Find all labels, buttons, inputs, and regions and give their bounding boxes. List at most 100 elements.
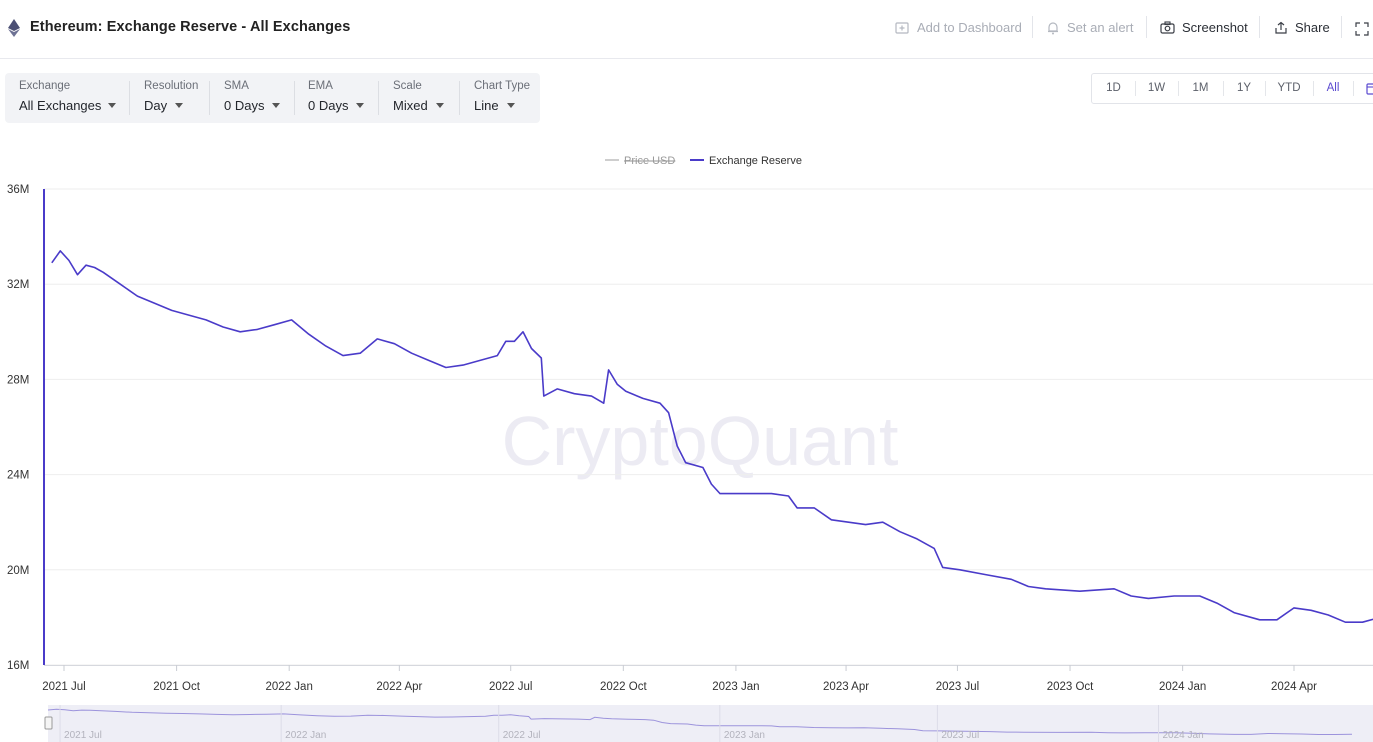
chevron-down-icon: [356, 103, 364, 108]
set-alert-label: Set an alert: [1067, 20, 1134, 35]
y-tick-label: 28M: [7, 374, 29, 386]
header-divider: [1259, 16, 1260, 38]
x-tick-label: 2022 Oct: [600, 681, 647, 693]
page-title: Ethereum: Exchange Reserve - All Exchang…: [30, 19, 351, 35]
x-tick-label: 2023 Apr: [823, 681, 869, 693]
sma-value: 0 Days: [224, 98, 265, 113]
y-tick-label: 16M: [7, 660, 29, 672]
chart-watermark: CryptoQuant: [502, 402, 899, 480]
control-divider: [378, 81, 379, 115]
x-tick-label: 2022 Jan: [266, 681, 313, 693]
chevron-down-icon: [175, 103, 183, 108]
range-ytd-button[interactable]: YTD: [1277, 82, 1301, 94]
x-tick-label: 2021 Jul: [42, 681, 85, 693]
range-divider: [1135, 81, 1136, 96]
chart-type-select[interactable]: Chart Type Line: [474, 73, 538, 123]
chevron-down-icon: [272, 103, 280, 108]
exchange-select[interactable]: Exchange All Exchanges: [19, 73, 127, 123]
navigator-tick-label: 2024 Jan: [1163, 730, 1204, 741]
navigator-tick-label: 2021 Jul: [64, 730, 102, 741]
legend-item-exchange-reserve: Exchange Reserve: [690, 155, 802, 167]
chevron-down-icon: [108, 103, 116, 108]
x-tick-label: 2023 Jan: [712, 681, 759, 693]
x-tick-label: 2023 Jul: [936, 681, 979, 693]
axes: 36M 32M 28M 24M 20M 16M 2021 Jul 2021 Oct 2022 J…: [7, 184, 1373, 693]
header-divider: [1032, 16, 1033, 38]
header-divider: [1146, 16, 1147, 38]
navigator[interactable]: 2021 Jul 2022 Jan 2022 Jul 2023 Jan 2023 Jul…: [44, 705, 1373, 742]
range-selector: 1D 1W 1M 1Y YTD All: [1091, 73, 1373, 104]
navigator-background: [48, 705, 1373, 742]
chevron-down-icon: [507, 103, 515, 108]
set-alert-button[interactable]: Set an alert: [1046, 20, 1134, 35]
x-tick-label: 2022 Jul: [489, 681, 532, 693]
fullscreen-icon[interactable]: [1355, 22, 1369, 36]
range-divider: [1265, 81, 1266, 96]
range-divider: [1223, 81, 1224, 96]
ema-label: EMA: [308, 80, 333, 92]
range-divider: [1313, 81, 1314, 96]
x-tick-label: 2022 Apr: [376, 681, 422, 693]
series: [43, 189, 1373, 665]
chart-type-value: Line: [474, 98, 499, 113]
range-1y-button[interactable]: 1Y: [1236, 82, 1252, 94]
sma-select[interactable]: SMA 0 Days: [224, 73, 294, 123]
exchange-label: Exchange: [19, 80, 71, 92]
sma-label: SMA: [224, 80, 249, 92]
ethereum-icon: [8, 19, 20, 37]
y-tick-label: 24M: [7, 470, 29, 482]
exchange-reserve-chart: CryptoQuant Price USD Exchange Reserve 36…: [7, 155, 1373, 742]
ema-select[interactable]: EMA 0 Days: [308, 73, 378, 123]
screenshot-button[interactable]: Screenshot: [1160, 20, 1248, 35]
control-divider: [209, 81, 210, 115]
chevron-down-icon: [436, 103, 444, 108]
share-button[interactable]: Share: [1274, 20, 1330, 35]
range-all-button[interactable]: All: [1326, 82, 1340, 94]
y-tick-label: 20M: [7, 565, 29, 577]
resolution-label: Resolution: [144, 80, 199, 92]
control-divider: [459, 81, 460, 115]
camera-icon: [1160, 21, 1175, 34]
range-1w-button[interactable]: 1W: [1147, 82, 1166, 94]
navigator-handle[interactable]: [44, 716, 53, 730]
legend-label: Price USD: [624, 155, 675, 167]
y-tick-label: 32M: [7, 279, 29, 291]
range-divider: [1178, 81, 1179, 96]
ema-value: 0 Days: [308, 98, 349, 113]
x-tick-label: 2021 Oct: [153, 681, 200, 693]
scale-label: Scale: [393, 80, 422, 92]
x-tick-label: 2023 Oct: [1047, 681, 1094, 693]
bell-icon: [1048, 21, 1058, 34]
x-tick-label: 2024 Jan: [1159, 681, 1206, 693]
range-1d-button[interactable]: 1D: [1106, 82, 1121, 94]
screenshot-label: Screenshot: [1182, 20, 1248, 35]
scale-select[interactable]: Scale Mixed: [393, 73, 459, 123]
range-1m-button[interactable]: 1M: [1192, 82, 1209, 94]
navigator-tick-label: 2022 Jul: [503, 730, 541, 741]
y-tick-label: 36M: [7, 184, 29, 196]
control-divider: [129, 81, 130, 115]
x-tick-label: 2024 Apr: [1271, 681, 1317, 693]
add-to-dashboard-button[interactable]: Add to Dashboard: [895, 20, 1022, 35]
navigator-tick-label: 2023 Jan: [724, 730, 765, 741]
chart-legend: Price USD Exchange Reserve: [605, 155, 802, 167]
share-label: Share: [1295, 20, 1330, 35]
chart-type-label: Chart Type: [474, 80, 531, 92]
resolution-value: Day: [144, 98, 168, 113]
navigator-line: [47, 708, 1353, 735]
legend-item-price-usd: Price USD: [605, 155, 675, 167]
header-divider: [1341, 16, 1342, 38]
range-divider: [1353, 81, 1354, 96]
add-to-dashboard-label: Add to Dashboard: [917, 20, 1022, 35]
dashboard-plus-icon: [895, 22, 909, 34]
navigator-tick-label: 2023 Jul: [941, 730, 979, 741]
chart-controls: Exchange All Exchanges Resolution Day SM…: [5, 73, 540, 123]
header-bar: Ethereum: Exchange Reserve - All Exchang…: [0, 0, 1373, 59]
control-divider: [294, 81, 295, 115]
exchange-value: All Exchanges: [19, 98, 102, 113]
resolution-select[interactable]: Resolution Day: [144, 73, 209, 123]
calendar-icon[interactable]: [1366, 82, 1373, 95]
scale-value: Mixed: [393, 98, 428, 113]
legend-label: Exchange Reserve: [709, 155, 802, 167]
navigator-tick-label: 2022 Jan: [285, 730, 326, 741]
